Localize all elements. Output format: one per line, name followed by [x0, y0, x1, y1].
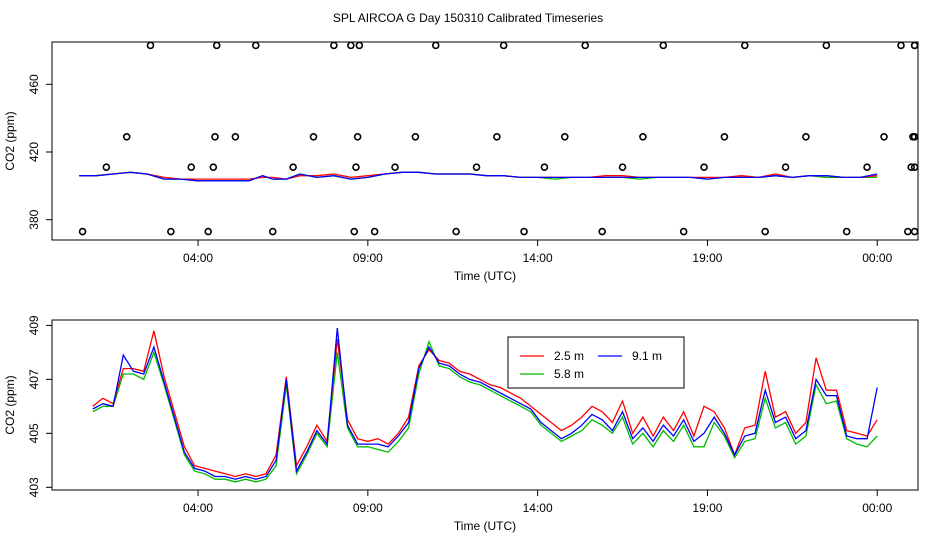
x-tick-label: 14:00: [523, 251, 553, 265]
data-point: [741, 42, 749, 50]
data-point: [212, 42, 221, 50]
series-line-s25: [79, 171, 878, 180]
data-point: [618, 163, 627, 172]
data-point: [822, 42, 831, 50]
series-line-s91: [79, 171, 878, 182]
data-point: [781, 163, 790, 172]
data-point: [211, 132, 219, 141]
data-point: [352, 163, 360, 172]
data-point: [330, 42, 338, 50]
data-point: [78, 227, 87, 236]
data-point: [122, 132, 131, 141]
x-axis-label: Time (UTC): [454, 519, 516, 533]
plot-area: [92, 328, 878, 483]
data-point: [907, 163, 916, 172]
data-point: [897, 42, 905, 50]
x-tick-label: 04:00: [183, 251, 213, 265]
legend-label: 5.8 m: [554, 367, 584, 381]
data-point: [431, 42, 440, 50]
data-point: [761, 227, 769, 236]
data-point: [251, 42, 260, 50]
data-point: [452, 227, 460, 236]
x-tick-label: 14:00: [523, 501, 553, 515]
data-point: [904, 227, 912, 236]
x-axis-label: Time (UTC): [454, 269, 516, 283]
data-point: [910, 163, 918, 172]
data-point: [391, 163, 399, 172]
y-axis-label: CO2 (ppm): [3, 375, 17, 434]
data-point: [411, 132, 420, 141]
legend-label: 9.1 m: [632, 349, 662, 363]
plot-frame: [51, 41, 919, 241]
data-point: [802, 132, 810, 141]
data-point: [700, 163, 708, 172]
data-point: [209, 163, 218, 172]
data-point: [499, 42, 508, 50]
legend-label: 2.5 m: [554, 349, 584, 363]
legend-box: [507, 336, 685, 389]
x-tick-label: 19:00: [692, 501, 722, 515]
y-tick-label: 420: [27, 142, 41, 162]
data-point: [347, 42, 355, 50]
data-point: [355, 42, 364, 50]
data-point: [561, 132, 569, 141]
data-point: [204, 227, 213, 236]
data-point: [880, 132, 888, 141]
data-point: [102, 163, 111, 172]
y-tick-label: 407: [27, 369, 41, 389]
x-tick-label: 00:00: [862, 251, 892, 265]
data-point: [493, 132, 501, 141]
y-axis-label: CO2 (ppm): [3, 111, 17, 170]
data-point: [353, 132, 362, 141]
plot-frame: [51, 319, 919, 491]
data-point: [910, 42, 918, 50]
data-point: [268, 227, 277, 236]
data-point: [231, 132, 240, 141]
data-point: [187, 163, 196, 172]
x-tick-label: 09:00: [353, 501, 383, 515]
y-tick-label: 403: [27, 477, 41, 497]
data-point: [309, 132, 318, 141]
data-point: [370, 227, 379, 236]
x-tick-label: 00:00: [862, 501, 892, 515]
data-point: [659, 42, 668, 50]
data-point: [520, 227, 528, 236]
data-point: [679, 227, 688, 236]
x-tick-label: 09:00: [353, 251, 383, 265]
top-panel: 04:00 09:00 14:00 19:00 00:00 380 420 460 Time (…: [3, 41, 919, 283]
y-tick-label: 409: [27, 315, 41, 335]
series-line-s58: [92, 339, 878, 483]
data-point: [581, 42, 589, 50]
data-point: [146, 42, 155, 50]
data-point: [540, 163, 549, 172]
data-point: [720, 132, 729, 141]
x-tick-label: 19:00: [692, 251, 722, 265]
data-point: [863, 163, 871, 172]
data-point: [842, 227, 851, 236]
series-line-s91: [92, 328, 878, 480]
x-tick-label: 04:00: [183, 501, 213, 515]
y-tick-label: 460: [27, 74, 41, 94]
y-tick-label: 380: [27, 209, 41, 229]
data-point: [598, 227, 606, 236]
data-point: [350, 227, 359, 236]
chart-title: SPL AIRCOA G Day 150310 Calibrated Times…: [333, 11, 603, 25]
data-point: [639, 132, 647, 141]
series-line-s25: [92, 330, 878, 478]
plot-area: [78, 42, 918, 236]
y-tick-label: 405: [27, 423, 41, 443]
data-point: [910, 132, 918, 141]
data-point: [167, 227, 175, 236]
data-point: [472, 163, 481, 172]
data-point: [289, 163, 297, 172]
bottom-panel: 04:00 09:00 14:00 19:00 00:00 403 405 407 409 Tim…: [3, 315, 919, 533]
data-point: [910, 227, 918, 236]
